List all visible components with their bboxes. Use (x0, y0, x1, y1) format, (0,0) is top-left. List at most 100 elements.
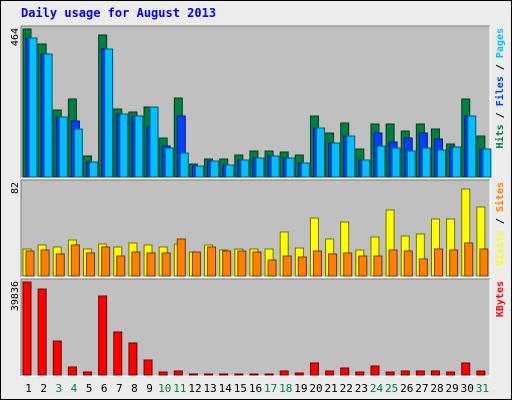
bar-sites-day-19 (297, 256, 307, 277)
panel-usage-max-label: 464 (10, 28, 21, 46)
bar-kbytes-day-24 (370, 365, 380, 376)
bar-pages-day-13 (210, 160, 220, 178)
bar-kbytes-day-21 (325, 370, 335, 376)
bar-sites-day-14 (222, 250, 232, 277)
bar-pages-day-11 (179, 152, 189, 178)
chart-title: Daily usage for August 2013 (21, 6, 216, 20)
bar-sites-day-26 (403, 250, 413, 277)
bar-sites-day-20 (312, 250, 322, 277)
bar-pages-day-8 (134, 115, 144, 178)
panel-visits: 82 Visits / Sites (10, 179, 506, 278)
x-label-day-2: 2 (40, 382, 47, 395)
legend-separator: / (495, 58, 506, 76)
bar-pages-day-29 (452, 146, 462, 178)
bar-sites-day-2 (40, 249, 50, 277)
bar-pages-day-21 (331, 142, 341, 178)
bar-sites-day-1 (25, 250, 35, 277)
bar-kbytes-day-23 (355, 371, 365, 376)
bar-pages-day-10 (164, 147, 174, 178)
x-label-day-9: 9 (146, 382, 153, 395)
x-label-day-4: 4 (71, 382, 78, 395)
x-label-day-27: 27 (415, 382, 428, 395)
x-label-day-1: 1 (25, 382, 32, 395)
bar-pages-day-4 (73, 128, 83, 178)
bar-kbytes-day-12 (188, 373, 198, 376)
bar-sites-day-11 (176, 238, 186, 277)
x-label-day-6: 6 (101, 382, 108, 395)
panel-kbytes: 39836 KBytes (10, 278, 506, 377)
bar-sites-day-9 (146, 252, 156, 277)
panel-usage-legend: Hits / Files / Pages (494, 28, 506, 148)
bar-kbytes-day-31 (476, 370, 486, 376)
bar-sites-day-3 (55, 253, 65, 277)
bar-kbytes-day-1 (22, 281, 32, 376)
legend-files: Files (494, 76, 506, 106)
bar-pages-day-30 (467, 115, 477, 178)
bar-kbytes-day-17 (264, 373, 274, 376)
bar-sites-day-18 (282, 255, 292, 277)
bar-kbytes-day-26 (400, 370, 410, 376)
x-label-day-29: 29 (446, 382, 459, 395)
bar-kbytes-day-5 (83, 371, 93, 376)
bar-pages-day-22 (346, 135, 356, 178)
x-label-day-5: 5 (86, 382, 93, 395)
bar-pages-day-9 (149, 106, 159, 178)
x-label-day-3: 3 (56, 382, 63, 395)
panel-visits-max-label: 82 (10, 182, 21, 194)
bar-sites-day-28 (433, 248, 443, 277)
bar-pages-day-16 (255, 157, 265, 178)
bar-pages-day-6 (104, 48, 114, 178)
x-label-day-14: 14 (219, 382, 233, 395)
x-label-day-13: 13 (203, 382, 216, 395)
bar-kbytes-day-18 (279, 370, 289, 376)
bar-sites-day-16 (252, 251, 262, 277)
x-label-day-23: 23 (355, 382, 368, 395)
bar-kbytes-day-25 (385, 371, 395, 376)
bar-sites-day-10 (161, 252, 171, 277)
bar-sites-day-31 (479, 248, 489, 277)
bar-pages-day-31 (482, 148, 492, 178)
bar-sites-day-30 (464, 242, 474, 277)
x-label-day-15: 15 (234, 382, 247, 395)
bar-sites-day-8 (131, 251, 141, 277)
legend-visits: Visits (494, 230, 506, 266)
x-label-day-28: 28 (430, 382, 443, 395)
x-label-day-12: 12 (188, 382, 201, 395)
bar-pages-day-5 (89, 161, 99, 178)
legend-pages: Pages (495, 28, 506, 58)
bar-pages-day-15 (240, 159, 250, 178)
bar-kbytes-day-10 (158, 371, 168, 376)
panel-kbytes-legend: KBytes (495, 281, 506, 317)
legend-hits: Hits (494, 124, 506, 148)
bar-sites-day-4 (70, 244, 80, 277)
bar-pages-day-19 (300, 162, 310, 178)
bar-kbytes-day-9 (143, 359, 153, 376)
bar-pages-day-20 (315, 127, 325, 178)
bar-pages-day-17 (270, 155, 280, 178)
bar-kbytes-day-30 (461, 362, 471, 376)
bar-pages-day-12 (194, 165, 204, 178)
bar-kbytes-day-29 (446, 371, 456, 376)
legend-sites: Sites (494, 182, 506, 212)
x-label-day-24: 24 (370, 382, 384, 395)
bar-pages-day-25 (391, 147, 401, 178)
bar-pages-day-7 (119, 113, 129, 178)
bar-kbytes-day-4 (67, 366, 77, 376)
bar-kbytes-day-3 (52, 340, 62, 376)
bar-kbytes-day-14 (219, 373, 229, 376)
bar-sites-day-27 (418, 258, 428, 277)
bar-pages-day-26 (406, 150, 416, 178)
x-label-day-25: 25 (385, 382, 398, 395)
legend-kbytes: KBytes (495, 281, 506, 317)
panel-kbytes-bg (21, 279, 490, 376)
bar-pages-day-14 (225, 164, 235, 178)
x-label-day-22: 22 (340, 382, 353, 395)
bar-sites-day-21 (328, 253, 338, 277)
chart-panels: 464 Hits / Files / Pages 82 Visits / Sites 3… (10, 25, 506, 377)
bar-kbytes-day-15 (234, 373, 244, 376)
bar-kbytes-day-11 (173, 370, 183, 376)
bar-sites-day-12 (191, 251, 201, 277)
panel-kbytes-max-label: 39836 (10, 281, 21, 311)
bar-kbytes-day-19 (294, 372, 304, 376)
bar-pages-day-24 (376, 145, 386, 178)
